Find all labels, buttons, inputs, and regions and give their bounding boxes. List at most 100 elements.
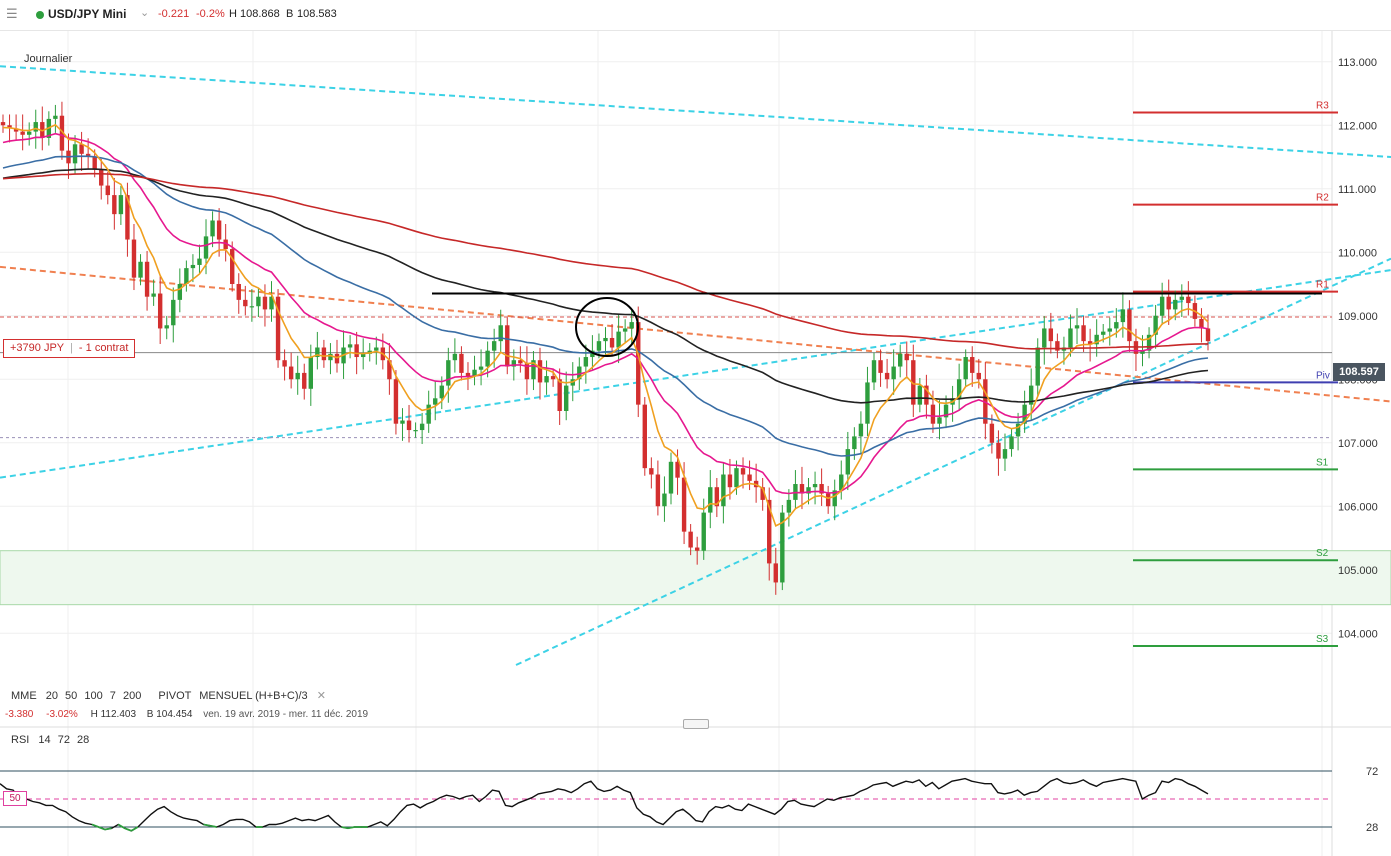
candle-body [236,284,241,300]
candle-body [956,379,962,399]
candle-body [164,325,169,329]
candle-body [1094,334,1099,345]
last-price-tag: 108.597 [1333,363,1385,381]
candle-body [819,484,824,494]
candle-body [295,372,300,380]
candle-body [668,461,674,494]
candle-body [708,487,713,513]
candle-body [374,347,379,351]
candle-body [347,344,353,348]
candle-body [1028,385,1034,405]
candle-body [629,322,634,329]
candle-body [701,512,706,551]
instrument-name[interactable]: USD/JPY Mini [48,7,127,21]
price-tick-label: 112.000 [1338,120,1377,132]
candle-body [485,350,490,367]
candle-body [1042,328,1047,348]
candle-body [7,125,12,129]
candle-body [1186,296,1191,304]
candle-body [203,236,209,259]
candle-body [577,366,582,380]
candle-body [845,449,851,475]
price-tick-label: 113.000 [1338,57,1377,69]
candle-body [616,331,621,348]
price-tick-label: 109.000 [1338,311,1378,323]
rsi-panel: 72 28 [0,766,1378,834]
range-summary: -3.380 -3.02% H 112.403 B 104.454 ven. 1… [5,709,368,720]
candle-body [878,360,883,373]
close-icon[interactable]: ✕ [316,690,326,702]
annotations [432,292,1322,357]
hamburger-menu-icon[interactable]: ☰ [6,6,18,21]
position-tag[interactable]: +3790 JPY | - 1 contrat [3,339,136,358]
candle-body [564,385,569,411]
pivot-label-r1: R1 [1316,280,1329,291]
candle-body [550,376,556,380]
pane-resize-handle[interactable] [683,719,709,729]
candlesticks [0,101,1211,595]
candle-body [898,353,903,367]
candle-body [1015,423,1021,437]
candle-body [734,468,739,488]
candle-body [1173,299,1178,310]
candle-body [649,468,654,475]
candle-body [642,404,647,469]
rsi-legend[interactable]: RSI 14 72 28 [11,734,89,746]
pivot-lines: R3 R2 R1 Piv S1 S2 S3 [1133,101,1338,647]
candle-body [727,474,733,488]
rsi-oversold-segment [347,826,355,830]
rsi-tick-label: 28 [1366,822,1378,834]
candle-body [79,144,84,154]
candle-body [138,261,143,278]
mme-period-50: 50 [65,690,78,702]
pivot-label-s1: S1 [1316,457,1329,468]
candle-body [596,341,602,351]
candle-body [767,499,772,564]
candle-body [125,195,130,240]
chevron-down-icon[interactable]: ⌄ [140,7,150,19]
candle-body [937,417,942,424]
candle-body [524,363,530,380]
rsi-oversold-segment [98,826,106,831]
candle-body [989,423,995,443]
candle-body [688,531,693,548]
ma-line-50 [2,155,1209,457]
candle-body [976,372,981,380]
candle-body [721,474,726,507]
rsi-line [0,777,1209,832]
candle-body [478,366,484,370]
candle-body [832,490,837,507]
pivot-label: PIVOT [158,690,192,702]
rsi-oversold-segment [341,826,349,830]
candle-body [433,398,438,405]
candle-body [1153,315,1158,335]
rsi-mid-tag: 50 [3,791,27,806]
mme-period-200: 200 [122,690,142,702]
candle-body [1179,296,1185,300]
candle-body [930,404,936,424]
candle-body [1101,331,1106,335]
ma-line-100 [2,168,1209,404]
pivot-label-s3: S3 [1316,634,1329,645]
date-range: ven. 19 avr. 2019 - mer. 11 déc. 2019 [203,709,369,720]
candle-body [387,360,392,380]
mme-period-100: 100 [84,690,103,702]
rsi-oversold-segment [130,826,139,832]
candle-body [1140,350,1145,354]
candle-body [197,258,202,265]
candle-body [282,360,287,367]
candle-body [1055,341,1060,351]
timeframe-label: Journalier [24,53,73,65]
candle-body [917,385,923,405]
range-change-abs: -3.380 [5,709,34,720]
candle-body [308,357,313,389]
candle-body [1022,404,1027,424]
range-low: B 104.454 [146,709,193,720]
candle-body [210,220,215,237]
candle-body [740,468,746,475]
high-value: 108.868 [240,8,280,20]
mme-legend[interactable]: MME 20 50 100 7 200 PIVOT MENSUEL (H+B+C… [11,689,326,702]
rsi-param-lower: 28 [77,734,90,746]
candle-body [537,360,543,383]
